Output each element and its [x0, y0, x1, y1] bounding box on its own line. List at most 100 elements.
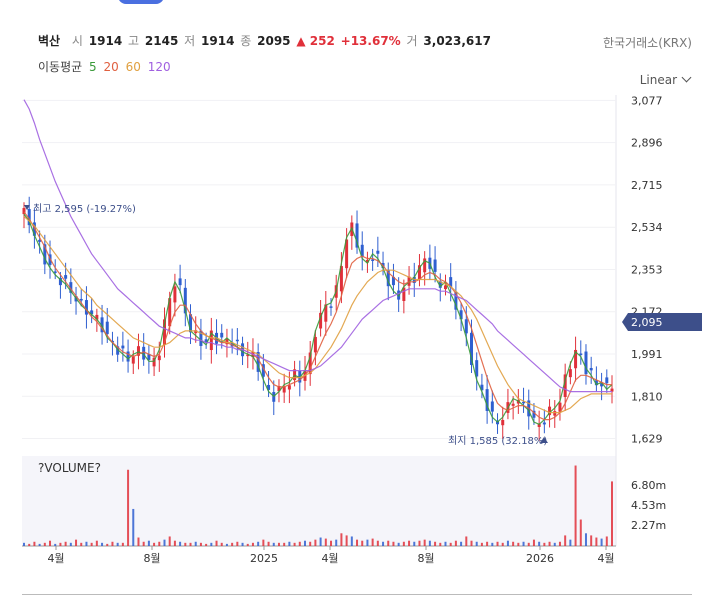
volume-bar: [163, 539, 166, 546]
volume-bar: [90, 542, 93, 546]
candle-body: [600, 383, 604, 387]
min-annotation: 최지 1,585 (32.18%): [448, 435, 548, 447]
volume-bar: [309, 541, 312, 546]
x-tick-label: 8월: [143, 552, 160, 565]
candle-body: [532, 410, 536, 418]
ma-legend-120[interactable]: 120: [147, 60, 171, 74]
volume-bar: [330, 540, 333, 546]
candle-body: [386, 269, 390, 287]
price-tick-label: 2,534: [631, 221, 663, 234]
candle-body: [147, 354, 151, 360]
volume-bar: [579, 519, 582, 546]
candle-body: [574, 349, 578, 369]
bottom-divider: [22, 594, 692, 595]
candle-body: [105, 321, 109, 335]
volume-bar: [49, 540, 52, 546]
max-annotation-text: 최고 2,595 (-19.27%): [33, 203, 136, 215]
ma-legend-60[interactable]: 60: [125, 60, 141, 74]
open-value: 1914: [88, 34, 123, 48]
candle-body: [204, 339, 208, 343]
candle-body: [553, 411, 557, 416]
candle-body: [27, 209, 31, 226]
volume-bar: [382, 541, 385, 546]
candle-body: [69, 282, 73, 293]
x-tick-label: 4월: [597, 552, 614, 565]
candle-body: [126, 351, 130, 362]
candle-body: [563, 374, 567, 398]
candle-body: [308, 352, 312, 375]
volume-bar: [600, 538, 603, 546]
volume-bar: [142, 541, 145, 546]
candle-body: [579, 353, 583, 355]
candle-body: [173, 286, 177, 303]
low-label: 저: [184, 34, 196, 48]
candle-body: [261, 364, 265, 377]
candle-body: [371, 259, 375, 261]
ma-line-5: [23, 213, 613, 426]
volume-bar: [127, 469, 130, 546]
volume-bar: [480, 542, 483, 546]
volume-bar: [439, 542, 442, 546]
volume-bar: [324, 538, 327, 546]
volume-bar: [475, 541, 478, 546]
volume-bar: [428, 540, 431, 546]
volume-bar: [28, 543, 31, 546]
last-price-tag-shape: [622, 313, 702, 331]
volume-bar: [153, 542, 156, 546]
ma-line-20: [23, 211, 612, 421]
volume-bar: [538, 541, 541, 546]
candle-body: [480, 384, 484, 391]
ma-line-120: [23, 99, 612, 393]
ma-legend-5[interactable]: 5: [89, 60, 97, 74]
candle-body: [178, 278, 182, 286]
candle-body: [485, 389, 489, 411]
volume-bar: [158, 541, 161, 546]
max-annotation: 최고 2,595 (-19.27%): [24, 203, 136, 215]
volume-bar: [574, 465, 577, 546]
volume-bar: [590, 535, 593, 546]
volume-bar: [408, 540, 411, 546]
volume-bar: [147, 540, 150, 546]
volume-bar: [611, 481, 613, 546]
volume-bar: [460, 541, 463, 546]
candle-body: [131, 356, 135, 364]
candle-body: [391, 276, 395, 286]
scale-dropdown[interactable]: Linear: [640, 72, 692, 87]
candle-body: [189, 314, 193, 333]
candle-body: [38, 239, 42, 242]
volume-bar: [387, 540, 390, 546]
volume-bar: [179, 541, 182, 546]
volume-bar: [95, 540, 98, 546]
high-label: 고: [128, 34, 140, 48]
min-annotation-text: 최지 1,585 (32.18%): [448, 435, 547, 447]
volume-bar: [69, 542, 72, 546]
volume-bar: [225, 543, 228, 546]
candle-body: [605, 377, 609, 384]
candle-body: [475, 360, 479, 377]
volume-bar: [595, 537, 598, 546]
ma-legend-20[interactable]: 20: [103, 60, 119, 74]
candle-body: [53, 271, 57, 273]
candle-body: [537, 423, 541, 427]
candle-body: [589, 367, 593, 371]
candle-body: [438, 281, 442, 288]
price-tick-label: 2,896: [631, 137, 663, 150]
top-tab-indicator[interactable]: [118, 0, 164, 4]
candle-body: [64, 275, 68, 279]
volume-bar: [75, 539, 78, 546]
candle-body: [199, 330, 203, 346]
volume-bar: [527, 542, 530, 546]
x-tick-label: 2026: [526, 552, 554, 565]
volume-bar: [251, 542, 254, 546]
candle-body: [402, 287, 406, 301]
candle-body: [568, 369, 572, 378]
price-tick-label: 1,629: [631, 433, 663, 446]
volume-bar: [314, 539, 317, 546]
candle-body: [95, 314, 99, 320]
volume-bar: [23, 542, 25, 546]
x-tick-label: 4월: [321, 552, 338, 565]
volume-bar: [121, 542, 124, 546]
candle-body: [256, 351, 260, 372]
candle-body: [464, 319, 468, 334]
